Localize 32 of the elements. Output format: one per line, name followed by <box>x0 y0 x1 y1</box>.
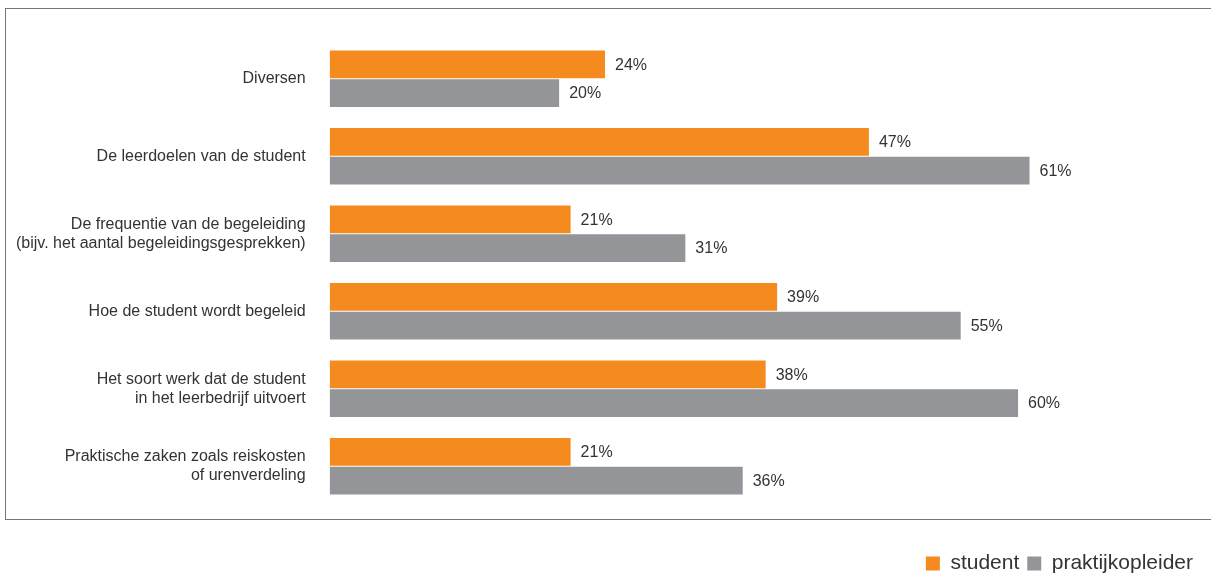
bar <box>329 389 1019 417</box>
bar <box>329 79 560 107</box>
data-label: 36% <box>752 471 785 489</box>
data-label: 47% <box>878 133 911 151</box>
y-tick-label: Het soort werk dat de student in het leerbedrijf uitvoert <box>96 369 307 406</box>
bar <box>329 283 778 311</box>
bar <box>329 156 1030 185</box>
bar <box>329 128 869 156</box>
data-label: 20% <box>569 84 602 102</box>
y-tick-label: Diversen <box>242 69 306 87</box>
bar <box>329 311 961 340</box>
legend-label: student <box>950 550 1020 574</box>
bar <box>329 438 571 466</box>
data-label: 55% <box>970 316 1003 334</box>
bar <box>329 360 766 389</box>
data-label: 31% <box>695 239 728 257</box>
data-label: 24% <box>615 55 648 73</box>
bar <box>329 205 571 234</box>
data-label: 38% <box>775 365 808 383</box>
y-tick-label: Praktische zaken zoals reiskosten of urenverdeling <box>64 447 306 484</box>
bar <box>329 234 686 262</box>
data-label: 60% <box>1028 394 1061 412</box>
data-label: 39% <box>787 288 820 306</box>
y-tick-label: De frequentie van de begeleiding (bijv. het aantal begeleidingsgesprekken) <box>15 214 306 251</box>
data-label: 21% <box>580 443 613 461</box>
data-label: 21% <box>580 210 613 228</box>
bar <box>329 466 743 495</box>
bar <box>329 50 606 79</box>
y-tick-label: Hoe de student wordt begeleid <box>88 301 306 319</box>
legend-label: praktijkopleider <box>1051 550 1194 574</box>
data-label: 61% <box>1039 161 1072 179</box>
y-tick-label: De leerdoelen van de student <box>96 146 307 164</box>
